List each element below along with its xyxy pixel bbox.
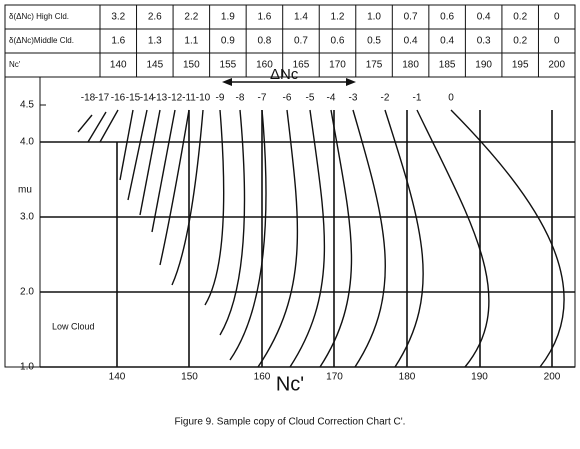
table-cell: 175 [366,60,383,71]
table-cell: 190 [475,60,492,71]
table-cell: 1.0 [367,12,381,23]
table-cell: 0.7 [404,12,418,23]
x-tick-label: 190 [471,372,488,383]
table-cell: 0.2 [513,12,527,23]
table-cell: 165 [293,60,310,71]
curve-label: -1 [413,93,422,104]
table-cell: 1.6 [111,36,125,47]
x-tick-label: 150 [181,372,198,383]
table-cell: 195 [512,60,529,71]
curve-label: -15 [126,93,141,104]
curve-label: 0 [448,93,454,104]
y-tick-label: 4.5 [20,100,34,111]
table-cell: 0 [554,12,560,23]
table-cell: 0.6 [331,36,345,47]
curve-label: -14 [140,93,155,104]
row-label: Nc' [9,60,21,69]
y-tick-label: 4.0 [20,137,34,148]
table-cell: 0.3 [477,36,491,47]
curve-label: -11 [182,93,196,104]
x-axis-label: Nc' [276,373,304,395]
curve-label: -4 [327,93,336,104]
table-cell: 200 [548,60,565,71]
y-tick-label: 1.0 [20,362,34,373]
table-cell: 145 [146,60,163,71]
curve-label: -6 [283,93,292,104]
x-tick-label: 200 [544,372,561,383]
curve-label: -2 [381,93,390,104]
table-cell: 1.1 [184,36,198,47]
row-label: δ(ΔNc) High Cld. [9,12,69,21]
table-cell: 2.6 [148,12,162,23]
table-cell: 150 [183,60,200,71]
table-cell: 0.2 [513,36,527,47]
table-cell: 2.2 [184,12,198,23]
table-cell: 3.2 [111,12,125,23]
curve-label: -8 [236,93,245,104]
y-axis-label: mu [18,185,32,196]
curve-label: -7 [258,93,267,104]
curve-label: -5 [306,93,315,104]
x-tick-label: 180 [399,372,416,383]
table-cell: 0.4 [404,36,418,47]
curve-label: -17 [95,93,110,104]
table-cell: 155 [220,60,237,71]
y-tick-label: 2.0 [20,287,34,298]
x-tick-label: 140 [109,372,126,383]
curve-label: -3 [349,93,358,104]
table-cell: 0 [554,36,560,47]
table-cell: 1.4 [294,12,308,23]
table-cell: 0.5 [367,36,381,47]
x-tick-label: 160 [254,372,271,383]
table-cell: 140 [110,60,127,71]
curve-label: -18 [81,93,96,104]
delta-label: ΔNc [270,66,299,83]
table-cell: 0.8 [257,36,271,47]
table-cell: 170 [329,60,346,71]
curve-label: -9 [216,93,225,104]
curves [77,109,565,368]
y-tick-label: 3.0 [20,212,34,223]
caption: Figure 9. Sample copy of Cloud Correctio… [175,417,406,428]
table-cell: 1.9 [221,12,235,23]
row-label: δ(ΔNc)Middle Cld. [9,36,74,45]
curve-label: -10 [196,93,211,104]
x-tick-label: 170 [326,372,343,383]
table-cell: 1.2 [331,12,345,23]
table-cell: 0.9 [221,36,235,47]
table-cell: 1.6 [257,12,271,23]
table-cell: 0.6 [440,12,454,23]
table-cell: 185 [439,60,456,71]
table-cell: 0.7 [294,36,308,47]
table-cell: 0.4 [440,36,454,47]
curve-label: -12 [168,93,183,104]
table-cell: 180 [402,60,419,71]
curve-label: -16 [111,93,126,104]
curve-label: -13 [153,93,168,104]
table-cell: 160 [256,60,273,71]
region-label: Low Cloud [52,321,95,331]
table-cell: 0.4 [477,12,491,23]
table-cell: 1.3 [148,36,162,47]
